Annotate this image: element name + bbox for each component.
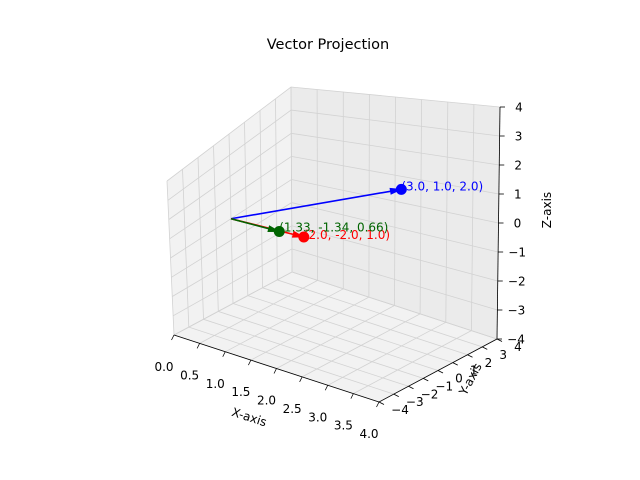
y-tick-label: −4 — [391, 403, 409, 417]
z-tick-label: −2 — [508, 275, 526, 289]
z-tick-label: 0 — [514, 217, 522, 231]
x-tick — [350, 393, 354, 399]
vector-label: (2.0, -2.0, 1.0) — [304, 228, 390, 242]
x-tick — [376, 401, 380, 408]
vector-label: (3.0, 1.0, 2.0) — [401, 179, 483, 193]
x-tick — [248, 359, 252, 366]
x-tick-label: 0.5 — [180, 368, 199, 382]
x-axis-label: X-axis — [230, 405, 269, 429]
y-tick-label: 0 — [455, 372, 463, 386]
y-tick — [482, 346, 488, 350]
z-tick-label: 2 — [514, 159, 522, 173]
x-tick-label: 2.5 — [283, 402, 302, 416]
x-tick-label: 3.5 — [334, 419, 353, 433]
x-tick — [196, 343, 200, 349]
y-tick — [378, 401, 385, 405]
y-tick-label: −1 — [435, 379, 453, 393]
y-tick — [452, 362, 458, 366]
x-tick — [273, 368, 277, 374]
y-tick-label: 2 — [485, 356, 493, 370]
z-axis-label: Z-axis — [540, 192, 554, 228]
x-tick — [171, 334, 175, 341]
z-tick-label: −3 — [508, 304, 526, 318]
z-grid-line — [166, 86, 501, 182]
z-tick-label: −4 — [507, 333, 525, 347]
x-tick — [222, 351, 226, 357]
y-tick-label: 1 — [470, 364, 478, 378]
z-tick-label: 1 — [514, 188, 522, 202]
axis-panes — [167, 87, 500, 402]
z-grid-line — [172, 248, 498, 317]
x-tick-label: 0.0 — [154, 360, 173, 374]
vector-endpoint — [298, 231, 310, 243]
y-tick-label: −3 — [406, 395, 424, 409]
vector-endpoint — [395, 183, 407, 195]
x-tick-label: 4.0 — [359, 427, 378, 441]
y-tick-label: 3 — [499, 348, 507, 362]
z-grid-line — [169, 155, 499, 240]
y-tick — [408, 385, 414, 390]
z-grid-line — [172, 225, 498, 297]
x-tick-label: 3.0 — [308, 410, 327, 424]
z-tick-label: 3 — [515, 130, 523, 144]
y-tick — [496, 338, 503, 342]
y-tick-label: 4 — [514, 340, 522, 354]
z-grid-line — [170, 179, 499, 259]
vector-marks: (3.0, 1.0, 2.0) (2.0, -2.0, 1.0)(1.33, -1… — [230, 179, 483, 243]
z-grid-line — [168, 132, 500, 220]
y-tick — [437, 370, 444, 374]
z-grid-line — [173, 271, 498, 340]
tick-labels: 0.00.51.01.52.02.53.03.54.0−4−3−2−101234… — [154, 101, 526, 442]
y-tick — [467, 354, 473, 358]
vector-label: (1.33, -1.34, 0.66) — [279, 221, 388, 235]
z-grid-line — [167, 109, 500, 201]
chart-title: Vector Projection — [267, 37, 390, 53]
x-tick — [299, 376, 303, 383]
vector-endpoint — [273, 226, 285, 238]
x-tick-label: 1.0 — [206, 377, 225, 391]
z-tick-label: −1 — [508, 246, 526, 260]
x-tick-label: 2.0 — [257, 394, 276, 408]
vector-line — [230, 188, 402, 220]
x-tick — [324, 385, 329, 391]
z-tick-label: 4 — [515, 101, 523, 115]
y-tick — [423, 378, 429, 382]
x-tick-label: 1.5 — [231, 385, 250, 399]
y-tick — [393, 393, 399, 397]
y-tick-label: −2 — [421, 387, 439, 401]
z-grid-line — [171, 202, 499, 278]
